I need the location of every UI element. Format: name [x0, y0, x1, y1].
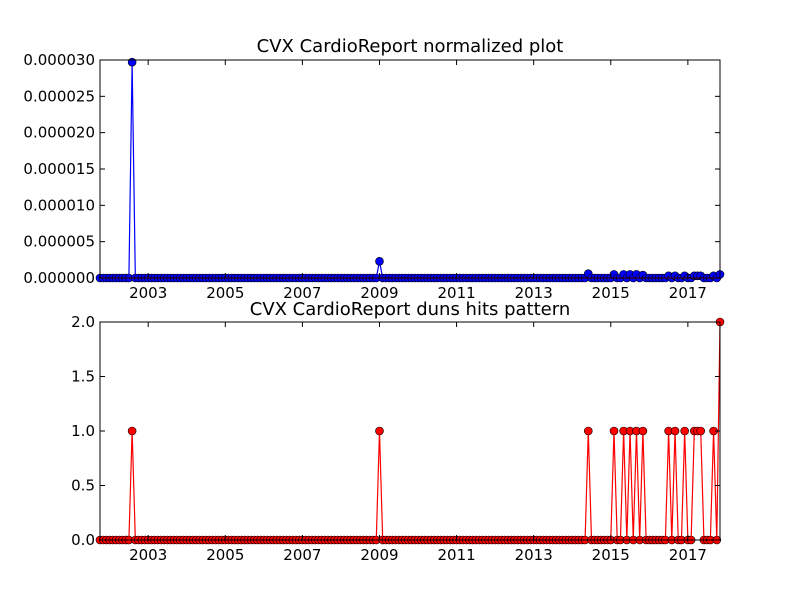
bottom-chart-data-point [670, 426, 680, 436]
top-chart-xtick-label: 2017 [669, 284, 707, 302]
top-chart-title: CVX CardioReport normalized plot [257, 36, 564, 57]
top-chart-normalized: CVX CardioReport normalized plot 2003 200… [23, 36, 725, 302]
top-chart-xtick-label: 2007 [283, 284, 321, 302]
bottom-chart-hits: CVX CardioReport duns hits pattern 2003 2… [71, 299, 725, 564]
bottom-chart-xtick-label: 2007 [283, 546, 321, 564]
top-chart-data-point [375, 256, 384, 266]
top-chart-xtick-label: 2003 [129, 284, 167, 302]
bottom-chart-ytick-label: 2.0 [71, 313, 95, 331]
top-chart-xtick-label: 2013 [515, 284, 553, 302]
top-chart-xtick-label: 2009 [360, 284, 398, 302]
bottom-chart-xtick-label: 2015 [592, 546, 630, 564]
top-chart-ytick-label: 0.000015 [23, 160, 95, 178]
top-chart-xtick-label: 2005 [206, 284, 244, 302]
bottom-chart-xtick-label: 2003 [129, 546, 167, 564]
top-chart-frame [99, 59, 721, 279]
bottom-chart-ytick-label: 0.0 [71, 531, 95, 549]
top-chart-ytick-label: 0.000000 [23, 269, 95, 287]
bottom-chart-frame [99, 321, 721, 541]
bottom-chart-data-point [696, 426, 706, 436]
bottom-chart-ytick-label: 1.5 [71, 368, 95, 386]
top-chart-ytick-label: 0.000005 [23, 233, 95, 251]
bottom-chart-xtick-label: 2017 [669, 546, 707, 564]
top-chart-xtick-label: 2015 [592, 284, 630, 302]
bottom-chart-ytick-label: 1.0 [71, 422, 95, 440]
top-chart-xtick-label: 2011 [437, 284, 475, 302]
top-chart-data-point [127, 57, 137, 67]
top-chart-ytick-label: 0.000025 [23, 87, 95, 105]
bottom-chart-xtick-label: 2009 [360, 546, 398, 564]
bottom-chart-data-point [638, 426, 648, 436]
bottom-chart-xtick-label: 2013 [515, 546, 553, 564]
top-chart-ytick-label: 0.000020 [23, 124, 95, 142]
bottom-chart-ticks: 2003 2005 2007 2009 2011 2013 2015 2017 0.0 0.5 1.… [71, 313, 720, 564]
bottom-chart-data-point [609, 426, 619, 436]
bottom-chart-xtick-label: 2005 [206, 546, 244, 564]
bottom-chart-xtick-label: 2011 [437, 546, 475, 564]
top-chart-ytick-label: 0.000010 [23, 196, 95, 214]
bottom-chart-data-point [583, 426, 593, 436]
bottom-chart-title: CVX CardioReport duns hits pattern [250, 299, 571, 320]
top-chart-ticks: 2003 2005 2007 2009 2011 2013 2015 2017 0.000000… [23, 51, 720, 302]
bottom-chart-ytick-label: 0.5 [71, 477, 95, 495]
bottom-chart-data-point [680, 426, 689, 436]
bottom-chart-data-point [375, 426, 384, 436]
bottom-chart-data-point [127, 426, 137, 436]
top-chart-ytick-label: 0.000030 [23, 51, 95, 69]
